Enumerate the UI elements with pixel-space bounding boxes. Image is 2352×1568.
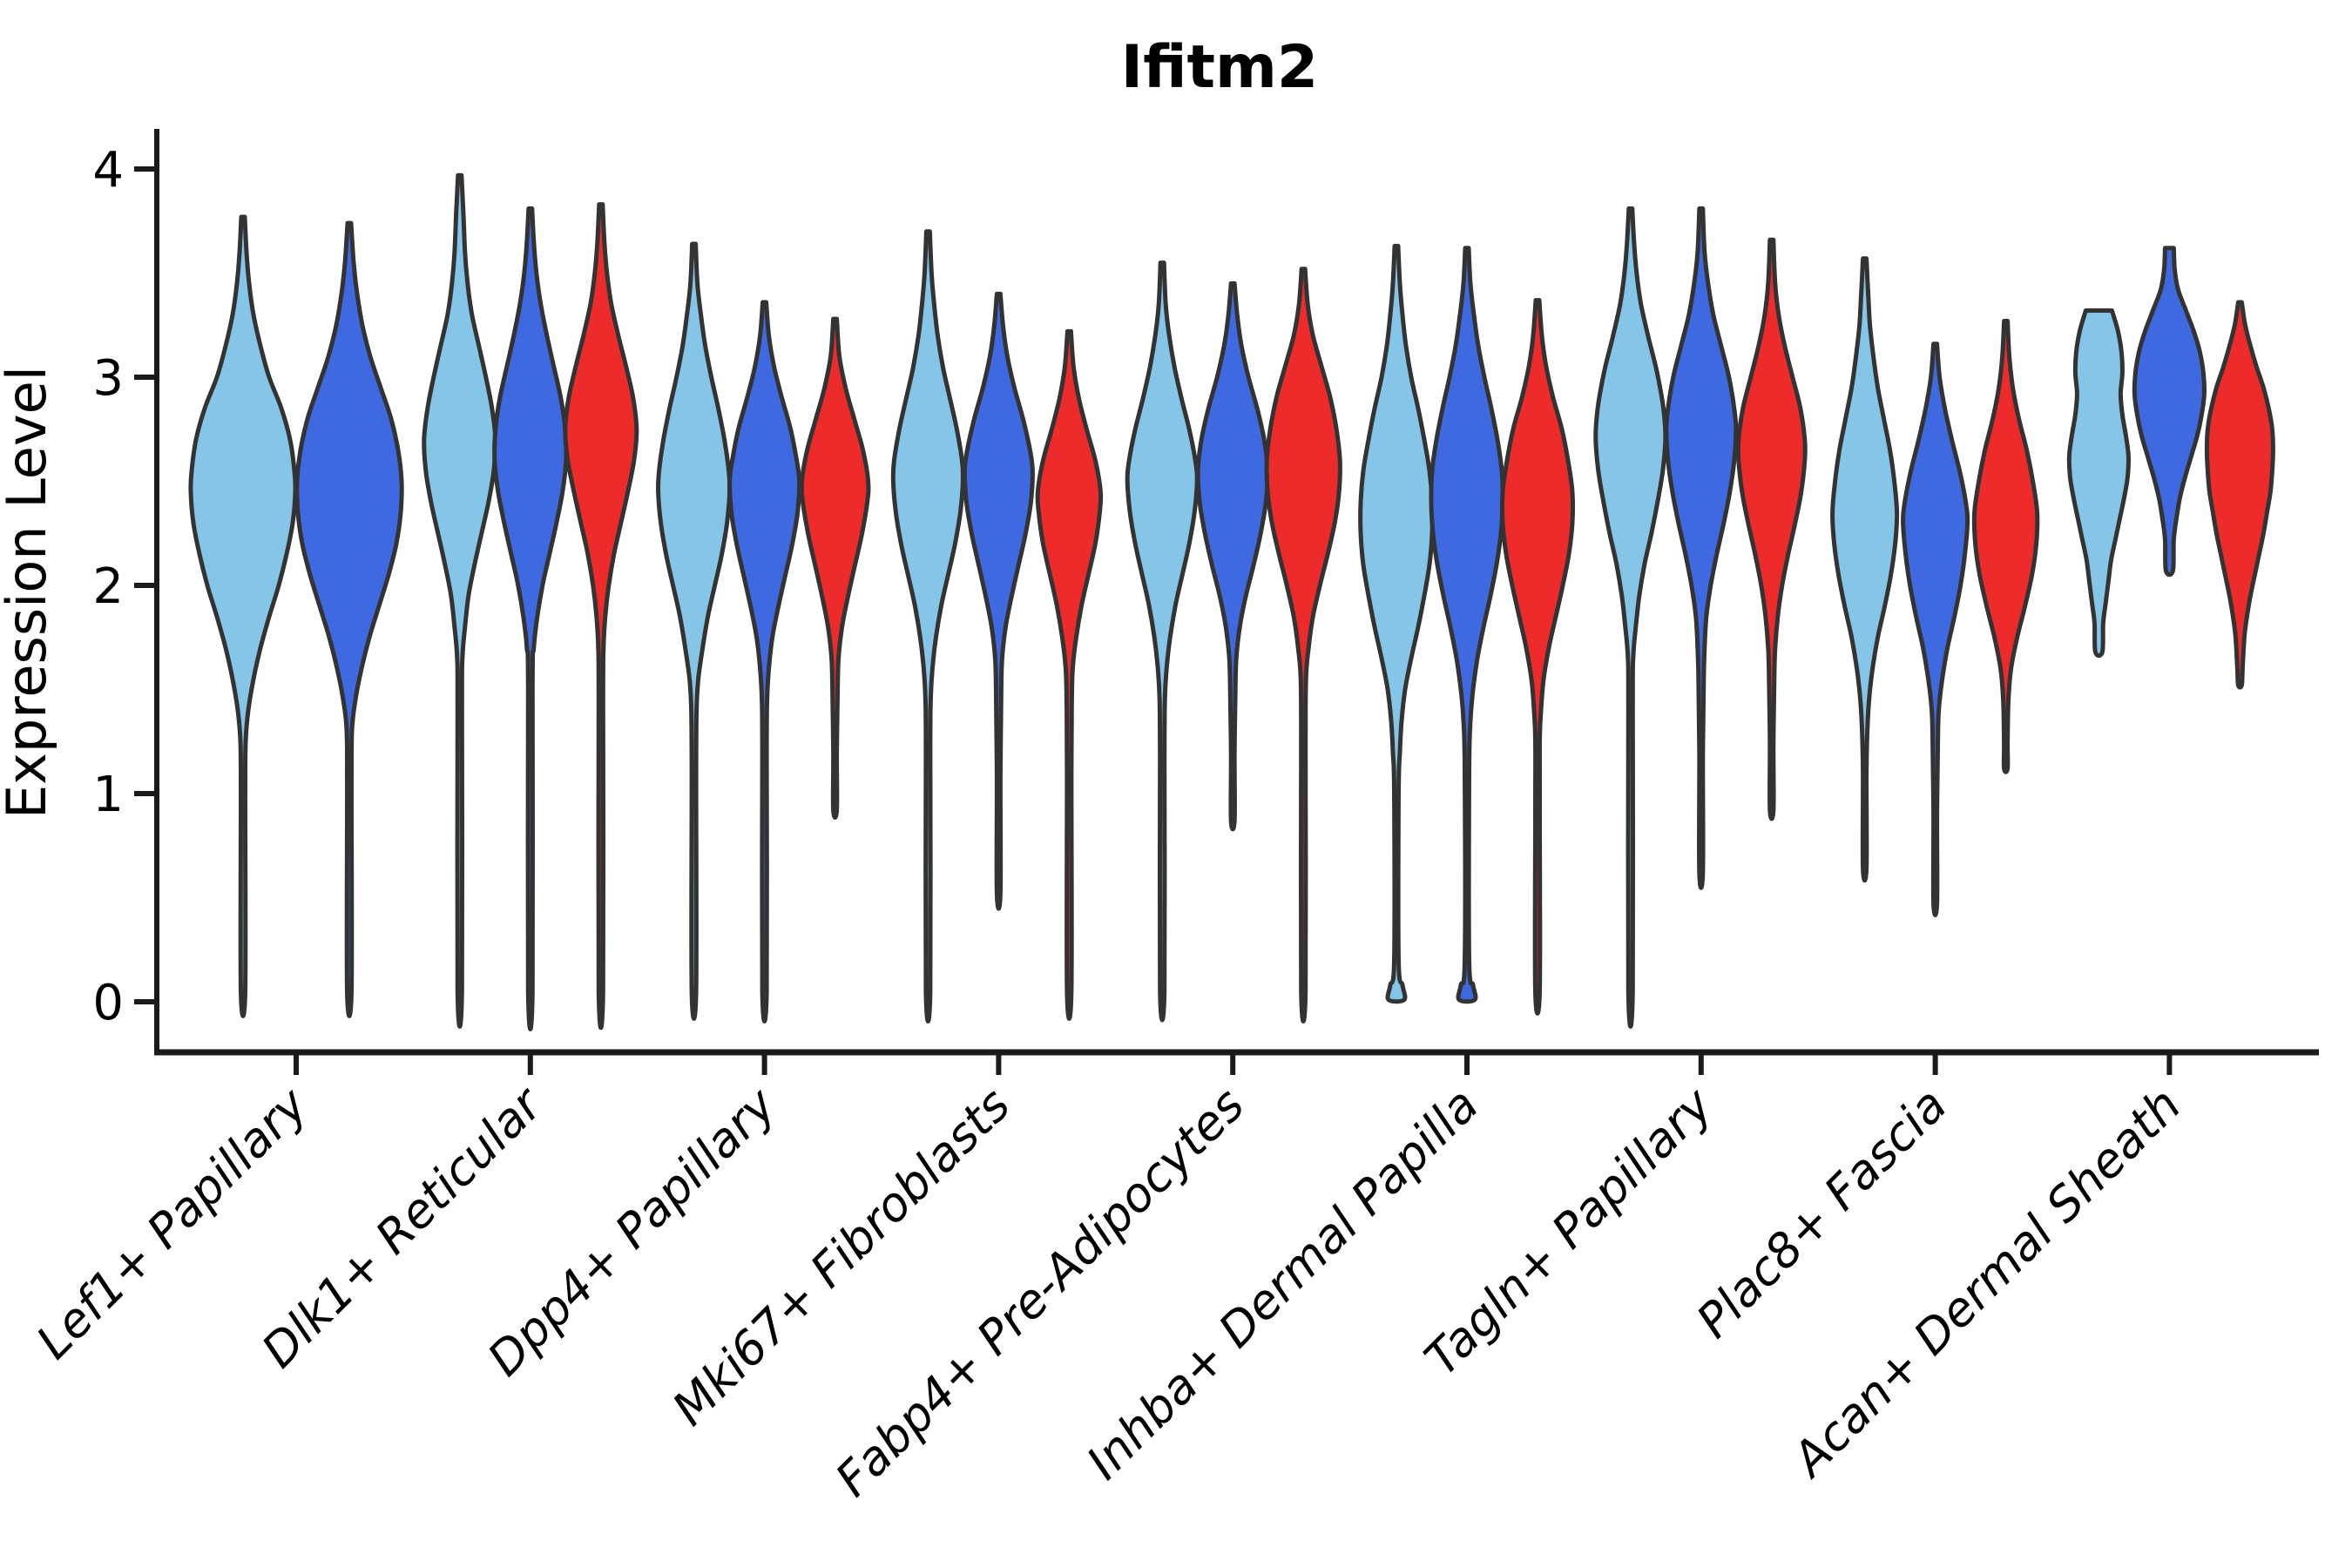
violin-6-2: [1735, 237, 1808, 821]
y-axis-label: Expression Level: [0, 366, 58, 819]
violin-1-2: [563, 202, 639, 1031]
violin-5-2: [1499, 298, 1576, 1016]
y-tick-label: 1: [92, 767, 124, 823]
violin-7-2: [1971, 319, 2040, 774]
violins-layer: [188, 172, 2275, 1031]
violin-1-0: [422, 172, 498, 1029]
violin-8-2: [2204, 300, 2275, 690]
y-tick-label: 2: [92, 558, 124, 615]
violin-0-1: [294, 220, 404, 1018]
violin-6-1: [1664, 206, 1739, 890]
violin-3-0: [890, 229, 966, 1024]
violin-5-0: [1358, 243, 1435, 1004]
violin-1-1: [492, 206, 569, 1031]
violin-8-1: [2132, 246, 2207, 578]
violin-4-2: [1264, 267, 1342, 1024]
violin-3-1: [962, 291, 1035, 911]
y-axis: 0 1 2 3 4: [92, 129, 159, 1052]
violin-4-0: [1125, 260, 1200, 1023]
violin-2-1: [727, 300, 802, 1024]
violin-2-2: [799, 316, 871, 820]
y-tick-label: 0: [92, 975, 124, 1031]
violin-8-0: [2066, 308, 2131, 659]
violin-6-0: [1593, 206, 1668, 1029]
violin-5-1: [1429, 246, 1505, 1004]
chart-title: Ifitm2: [1121, 33, 1318, 102]
violin-3-2: [1035, 328, 1104, 1021]
y-tick-label: 3: [92, 350, 124, 407]
violin-0-0: [188, 214, 298, 1018]
y-tick-label: 4: [92, 142, 124, 199]
violin-7-1: [1901, 341, 1970, 918]
violin-4-1: [1195, 280, 1270, 832]
violin-7-0: [1830, 256, 1900, 883]
violin-2-0: [655, 241, 733, 1021]
